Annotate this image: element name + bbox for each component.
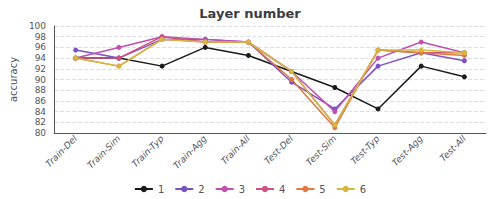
svg-text:2: 2 [198, 184, 204, 195]
svg-text:94: 94 [35, 53, 47, 63]
svg-text:Train-Agg: Train-Agg [171, 133, 209, 171]
svg-text:Train-Typ: Train-Typ [130, 133, 166, 169]
svg-text:Train-Sim: Train-Sim [85, 133, 122, 170]
svg-text:Test-Agg: Test-Agg [390, 133, 425, 168]
svg-text:accuracy: accuracy [8, 57, 19, 102]
svg-text:88: 88 [35, 85, 47, 95]
svg-text:Test-All: Test-All [438, 133, 468, 163]
svg-text:100: 100 [29, 21, 46, 31]
svg-text:84: 84 [35, 107, 47, 117]
svg-text:Test-Sim: Test-Sim [304, 133, 338, 167]
svg-text:5: 5 [319, 184, 325, 195]
svg-text:80: 80 [35, 128, 47, 138]
svg-text:Train-Del: Train-Del [44, 133, 80, 169]
svg-text:92: 92 [35, 64, 46, 74]
svg-text:Train-All: Train-All [219, 133, 252, 166]
svg-text:Test-Del: Test-Del [262, 133, 295, 166]
svg-text:98: 98 [35, 32, 47, 42]
svg-text:Layer number: Layer number [199, 6, 301, 21]
svg-text:90: 90 [35, 75, 47, 85]
svg-text:4: 4 [279, 184, 285, 195]
svg-text:1: 1 [158, 184, 164, 195]
svg-text:6: 6 [360, 184, 366, 195]
svg-text:96: 96 [35, 42, 47, 52]
svg-text:3: 3 [239, 184, 245, 195]
svg-text:86: 86 [35, 96, 47, 106]
svg-text:82: 82 [35, 117, 46, 127]
svg-text:Test-Typ: Test-Typ [349, 133, 382, 166]
